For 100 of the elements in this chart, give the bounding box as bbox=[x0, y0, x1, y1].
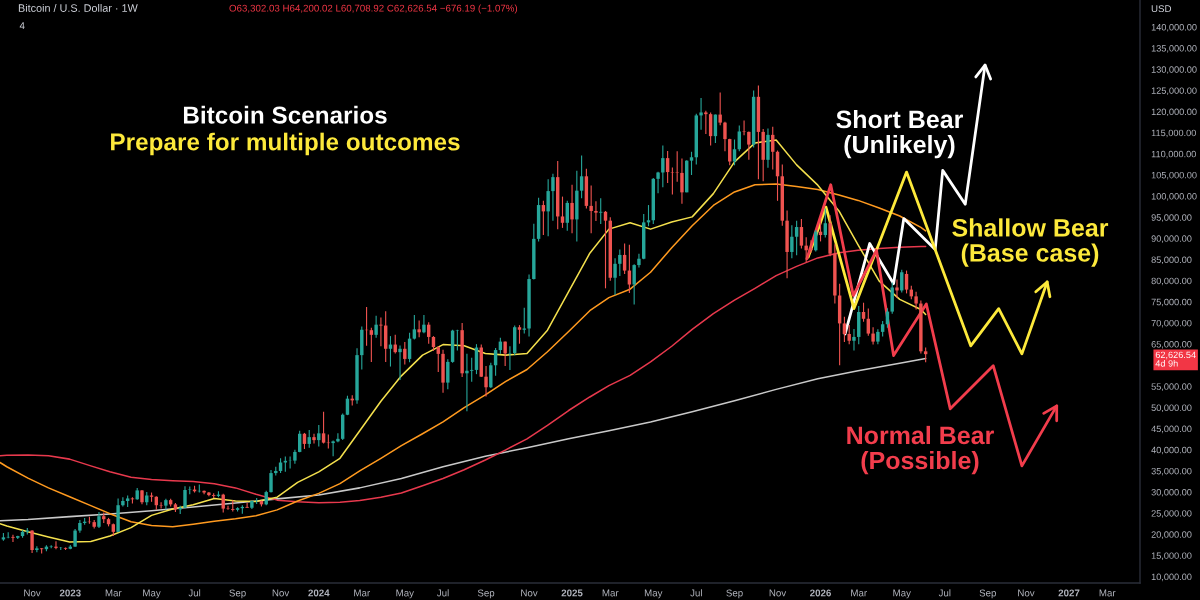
x-tick-label: Jul bbox=[938, 589, 951, 597]
y-tick-label: 95,000.00 bbox=[1151, 214, 1192, 222]
candlestick bbox=[599, 197, 603, 225]
candlestick bbox=[560, 196, 565, 229]
candlestick bbox=[331, 439, 335, 457]
candlestick bbox=[661, 144, 665, 188]
candlestick bbox=[517, 324, 522, 345]
y-tick-label: 90,000.00 bbox=[1151, 235, 1192, 243]
candlestick bbox=[799, 218, 804, 250]
y-tick-label: 25,000.00 bbox=[1151, 510, 1192, 518]
candlestick bbox=[622, 242, 627, 275]
series-label: Short Bear (Unlikely) bbox=[836, 109, 963, 159]
annotation: 4 bbox=[19, 22, 25, 30]
y-tick-label: 120,000.00 bbox=[1151, 108, 1197, 117]
x-tick-label: Nov bbox=[24, 589, 41, 597]
text: Prepare for multiple outcomes bbox=[111, 132, 460, 156]
candlestick bbox=[321, 411, 326, 445]
candlestick bbox=[823, 207, 828, 239]
candlestick bbox=[847, 324, 851, 345]
candlestick bbox=[790, 224, 794, 259]
x-tick-label: 2027 bbox=[1058, 589, 1080, 597]
text: 62,626.54 4d 9h bbox=[1155, 351, 1196, 367]
candlestick bbox=[794, 220, 799, 256]
y-tick-label: 75,000.00 bbox=[1151, 298, 1192, 307]
y-tick-label: 130,000.00 bbox=[1151, 66, 1197, 74]
candlestick bbox=[637, 253, 641, 269]
y-tick-label: 30,000.00 bbox=[1151, 489, 1192, 497]
candlestick bbox=[747, 130, 751, 161]
y-axis-title: USD bbox=[1151, 5, 1172, 13]
candlestick bbox=[589, 185, 593, 234]
x-tick-label: Mar bbox=[602, 589, 619, 597]
candlestick bbox=[54, 540, 58, 550]
y-tick-label: 35,000.00 bbox=[1151, 467, 1192, 476]
x-tick-label: 2026 bbox=[810, 589, 831, 597]
candlestick bbox=[551, 173, 555, 222]
candlestick bbox=[570, 184, 574, 234]
candlestick bbox=[484, 365, 488, 398]
candlestick bbox=[704, 110, 708, 135]
x-tick-label: Sep bbox=[229, 589, 246, 599]
candlestick bbox=[689, 151, 694, 176]
candlestick bbox=[469, 357, 474, 383]
y-tick-label: 100,000.00 bbox=[1151, 193, 1197, 201]
x-tick-label: Sep bbox=[726, 589, 743, 599]
x-tick-label: Mar bbox=[354, 589, 371, 597]
candlestick bbox=[680, 157, 684, 205]
text: Bitcoin Scenarios bbox=[183, 105, 387, 124]
y-tick-label: 135,000.00 bbox=[1151, 45, 1197, 53]
x-tick-label: Jul bbox=[436, 589, 449, 597]
candlestick bbox=[904, 270, 909, 294]
y-tick-label: 80,000.00 bbox=[1151, 277, 1192, 286]
x-tick-label: May bbox=[143, 589, 161, 599]
y-tick-label: 15,000.00 bbox=[1151, 552, 1192, 561]
y-tick-label: 50,000.00 bbox=[1151, 404, 1192, 413]
y-tick-label: 20,000.00 bbox=[1151, 531, 1192, 539]
y-tick-label: 10,000.00 bbox=[1151, 573, 1192, 582]
candlestick bbox=[398, 344, 402, 381]
x-tick-label: May bbox=[396, 589, 414, 599]
candlestick bbox=[861, 302, 866, 323]
candlestick bbox=[632, 263, 636, 305]
candlestick bbox=[317, 424, 321, 448]
candlestick bbox=[742, 119, 746, 136]
candlestick bbox=[579, 155, 584, 199]
candlestick bbox=[594, 200, 598, 222]
candlestick bbox=[369, 327, 374, 363]
candlestick bbox=[412, 314, 417, 341]
x-tick-label: Mar bbox=[105, 589, 122, 597]
x-tick-label: Jul bbox=[188, 589, 201, 597]
candlestick bbox=[374, 315, 378, 339]
candlestick bbox=[35, 545, 39, 553]
candlestick bbox=[403, 341, 407, 365]
candlestick bbox=[446, 358, 450, 390]
candlestick bbox=[489, 362, 493, 389]
candlestick bbox=[852, 328, 856, 352]
candlestick bbox=[202, 489, 206, 495]
y-tick-label: 40,000.00 bbox=[1151, 446, 1192, 455]
candlestick bbox=[546, 178, 550, 237]
candlestick bbox=[159, 501, 163, 510]
y-tick-label: 125,000.00 bbox=[1151, 87, 1197, 95]
candlestick bbox=[417, 319, 421, 338]
candlestick bbox=[895, 278, 899, 299]
y-tick-label: 70,000.00 bbox=[1151, 319, 1192, 328]
y-tick-label: 65,000.00 bbox=[1151, 341, 1192, 349]
candlestick bbox=[914, 291, 918, 311]
candlestick bbox=[603, 210, 608, 289]
x-tick-label: 2024 bbox=[308, 589, 330, 597]
candlestick bbox=[613, 257, 617, 296]
x-tick-label: Jul bbox=[690, 589, 702, 597]
x-tick-label: Sep bbox=[477, 589, 495, 599]
candlestick bbox=[455, 329, 460, 352]
x-tick-label: Nov bbox=[272, 589, 290, 597]
candlestick bbox=[871, 326, 875, 346]
candlestick bbox=[718, 92, 722, 126]
candlestick bbox=[699, 97, 703, 131]
x-tick-label: Nov bbox=[1018, 589, 1035, 597]
y-tick-label: 105,000.00 bbox=[1151, 171, 1197, 180]
x-tick-label: 2025 bbox=[561, 589, 583, 597]
series-label: Shallow Bear (Base case) bbox=[952, 218, 1109, 267]
candlestick bbox=[618, 248, 622, 277]
candlestick bbox=[503, 341, 507, 367]
candlestick bbox=[723, 121, 727, 152]
